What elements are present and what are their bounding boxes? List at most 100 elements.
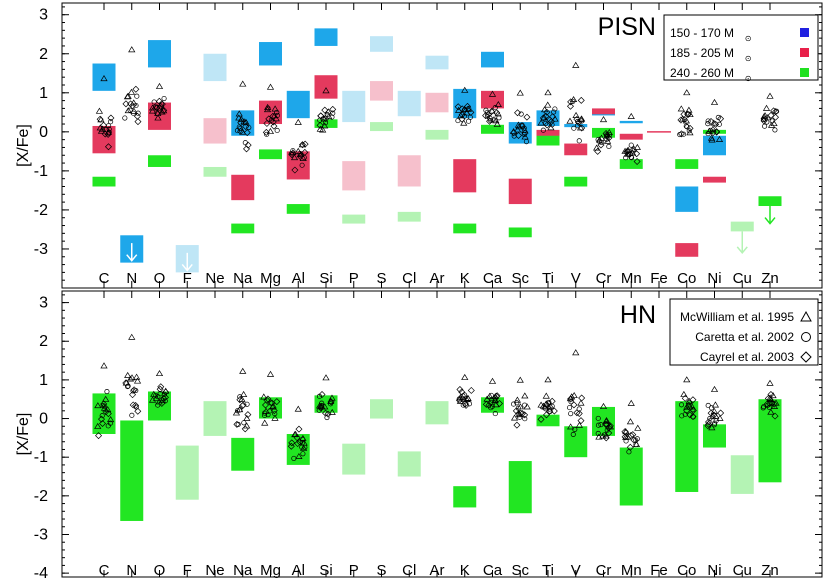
circle-marker bbox=[324, 414, 330, 421]
diamond-marker bbox=[578, 394, 586, 402]
y-tick-label: -4 bbox=[34, 565, 48, 579]
diamond-marker bbox=[301, 148, 309, 156]
legend-sun-symbol: ⊙ bbox=[745, 74, 752, 83]
upper-limit-arrowhead bbox=[764, 217, 776, 225]
bar-red-Ti bbox=[536, 129, 560, 142]
diamond-marker bbox=[102, 408, 110, 416]
diamond-marker bbox=[767, 111, 775, 119]
triangle-marker bbox=[322, 374, 330, 381]
triangle-marker bbox=[603, 137, 612, 144]
triangle-marker bbox=[122, 379, 130, 386]
diamond-marker bbox=[677, 130, 685, 138]
circle-marker bbox=[595, 415, 601, 421]
diamond-marker bbox=[766, 400, 774, 408]
diamond-marker bbox=[269, 118, 277, 126]
triangle-marker bbox=[628, 149, 637, 156]
diamond-marker bbox=[129, 401, 137, 409]
circle-marker bbox=[161, 95, 167, 102]
diamond-marker bbox=[686, 124, 694, 132]
triangle-marker bbox=[577, 399, 585, 406]
diamond-marker bbox=[547, 118, 555, 126]
legend-swatch bbox=[800, 48, 809, 57]
diamond-marker bbox=[270, 122, 278, 130]
circle-marker bbox=[155, 402, 161, 408]
diamond-marker bbox=[98, 415, 106, 423]
triangle-marker bbox=[632, 440, 641, 447]
circle-marker bbox=[237, 125, 243, 131]
triangle-marker bbox=[460, 119, 468, 126]
bar-blue-Mg bbox=[259, 42, 282, 66]
triangle-marker bbox=[520, 126, 529, 133]
diamond-marker bbox=[575, 410, 583, 418]
circle-marker bbox=[492, 411, 498, 417]
element-label-S: S bbox=[376, 562, 386, 579]
triangle-marker bbox=[577, 124, 585, 131]
triangle-marker bbox=[575, 421, 584, 428]
circle-marker bbox=[764, 119, 770, 125]
diamond-marker bbox=[454, 103, 462, 111]
element-label-Mn: Mn bbox=[621, 270, 642, 287]
panel-title: HN bbox=[620, 301, 656, 329]
triangle-marker bbox=[516, 89, 524, 96]
triangle-marker bbox=[572, 61, 580, 68]
element-label-Si: Si bbox=[319, 562, 332, 579]
triangle-marker bbox=[327, 397, 335, 404]
triangle-marker bbox=[236, 406, 244, 413]
triangle-marker bbox=[493, 120, 501, 127]
triangle-marker bbox=[124, 371, 132, 378]
triangle-marker bbox=[686, 110, 694, 118]
triangle-marker bbox=[240, 390, 248, 397]
triangle-marker bbox=[239, 128, 247, 135]
triangle-marker bbox=[488, 90, 497, 97]
diamond-marker bbox=[627, 432, 635, 440]
element-label-Co: Co bbox=[677, 270, 696, 287]
element-label-Mn: Mn bbox=[621, 562, 642, 579]
diamond-marker bbox=[316, 121, 324, 129]
triangle-marker bbox=[544, 101, 552, 108]
circle-marker bbox=[547, 117, 553, 123]
triangle-marker bbox=[94, 422, 102, 429]
element-label-Al: Al bbox=[292, 562, 305, 579]
triangle-marker bbox=[537, 119, 545, 126]
triangle-marker bbox=[630, 145, 638, 152]
triangle-marker bbox=[289, 148, 297, 155]
circle-marker bbox=[290, 148, 296, 154]
diamond-marker bbox=[549, 113, 557, 121]
triangle-marker bbox=[456, 394, 465, 401]
triangle-marker bbox=[622, 428, 630, 435]
plot-frame bbox=[61, 2, 823, 289]
element-label-Ni: Ni bbox=[707, 270, 721, 287]
diamond-marker bbox=[717, 115, 725, 123]
bar-green-Ni bbox=[703, 129, 726, 134]
bar-green-Ar bbox=[425, 129, 449, 140]
diamond-marker bbox=[518, 122, 526, 130]
diamond-marker bbox=[567, 98, 575, 106]
y-tick-label: -3 bbox=[34, 526, 48, 543]
diamond-marker bbox=[160, 394, 168, 402]
bar-red-Ar bbox=[425, 92, 449, 113]
circle-marker bbox=[153, 393, 159, 399]
circle-marker bbox=[595, 422, 602, 428]
panel-title: PISN bbox=[598, 13, 656, 41]
triangle-marker bbox=[678, 115, 687, 122]
triangle-marker bbox=[94, 402, 102, 409]
circle-marker bbox=[677, 131, 683, 138]
triangle-marker bbox=[463, 109, 471, 116]
triangle-marker bbox=[540, 106, 549, 113]
circle-marker bbox=[511, 401, 517, 407]
triangle-marker bbox=[680, 390, 688, 397]
diamond-marker bbox=[772, 108, 780, 116]
bar-red-Si bbox=[314, 75, 338, 99]
circle-marker bbox=[100, 403, 106, 409]
legend-label: 150 - 170 M bbox=[670, 26, 734, 40]
triangle-marker bbox=[769, 392, 777, 399]
bar-red-Sc bbox=[508, 178, 532, 205]
legend-label: 185 - 205 M bbox=[670, 46, 734, 60]
diamond-marker bbox=[705, 418, 713, 426]
triangle-marker bbox=[127, 88, 136, 95]
triangle-marker bbox=[488, 107, 496, 114]
circle-marker bbox=[684, 124, 690, 130]
triangle-marker bbox=[544, 89, 552, 96]
triangle-marker bbox=[461, 86, 469, 93]
diamond-marker bbox=[158, 100, 166, 108]
